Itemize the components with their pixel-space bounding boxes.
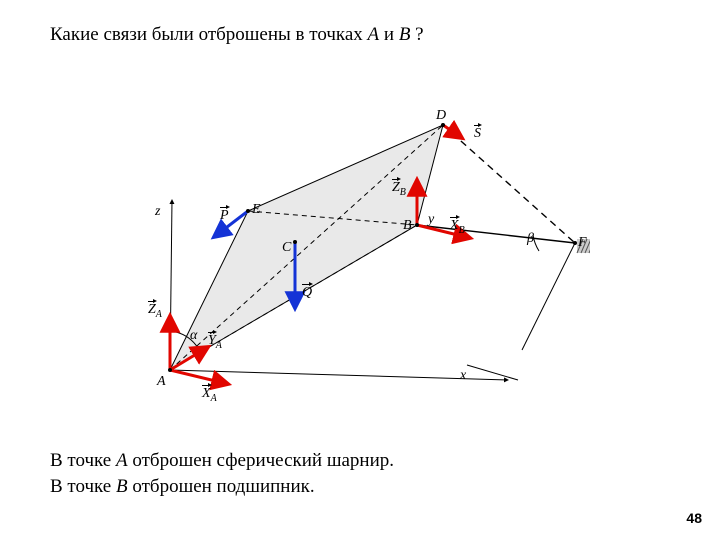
page-number: 48 [686,510,702,526]
answer-text: В точке A отброшен сферический шарнир. В… [50,448,394,499]
question-prefix: Какие связи были отброшены в точках [50,24,368,45]
question-point-a: A [368,24,380,45]
diagram-label-ZB: ZB [392,180,406,198]
answer1-post: отброшен сферический шарнир. [128,450,394,471]
diagram-label-beta: β [527,231,534,247]
diagram-label-C: C [282,240,291,256]
diagram-label-Yax: y [428,212,434,228]
answer2-post: отброшен подшипник. [128,476,315,497]
page: Какие связи были отброшены в точках A и … [0,0,720,540]
question-suffix: ? [410,24,423,45]
diagram-label-D: D [436,108,446,124]
diagram-label-alpha: α [190,328,197,344]
diagram-label-B: B [403,218,412,234]
diagram-label-x_axis: x [460,368,466,384]
diagram-label-YA: YA [208,333,222,351]
question-point-b: B [399,24,411,45]
diagram-label-E: E [252,202,261,218]
diagram-label-ZA: ZA [148,302,162,320]
diagram-label-F: F [578,235,587,251]
diagram-label-P: P [220,208,229,224]
diagram-label-Q: Q [302,285,312,301]
answer1-pre: В точке [50,450,116,471]
answer-line-1: В точке A отброшен сферический шарнир. [50,448,394,474]
mechanics-diagram: A E B D F Cx z α β P Q S XA YA ZA XB ZB y [130,90,590,405]
diagram-label-XA: XA [202,386,217,404]
diagram-label-z_axis: z [155,204,160,220]
question-text: Какие связи были отброшены в точках A и … [50,24,424,46]
diagram-label-XB: XB [450,218,465,236]
answer2-point: B [116,476,128,497]
answer2-pre: В точке [50,476,116,497]
question-mid: и [379,24,399,45]
answer1-point: A [116,450,128,471]
answer-line-2: В точке B отброшен подшипник. [50,474,394,500]
diagram-label-S: S [474,126,481,142]
diagram-label-A: A [157,374,166,390]
labels-layer: AEBDFCxzαβPQSXAYAZAXBZBy [130,90,590,400]
